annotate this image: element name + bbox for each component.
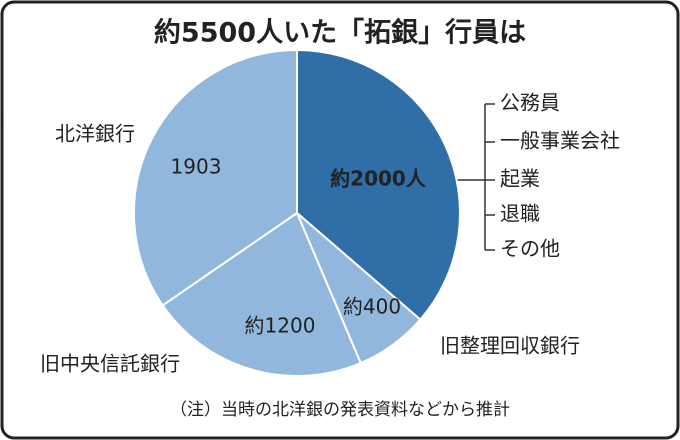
pie-slice <box>296 48 461 322</box>
data-label: 約1200 <box>245 314 316 338</box>
category-label: 北洋銀行 <box>55 122 135 146</box>
category-label: 旧整理回収銀行 <box>440 334 580 358</box>
breakdown-label: 一般事業会社 <box>500 129 620 153</box>
breakdown-label: その他 <box>500 237 560 261</box>
pie-slice <box>161 211 362 377</box>
data-label: 1903 <box>171 155 222 179</box>
pie <box>133 48 461 377</box>
data-label: 約400 <box>343 295 401 319</box>
category-label: 旧中央信託銀行 <box>40 352 180 376</box>
breakdown-label: 起業 <box>500 167 540 191</box>
breakdown-label: 退職 <box>500 202 540 226</box>
data-label: 約2000人 <box>330 167 427 191</box>
pie-slice <box>133 48 298 307</box>
breakdown-label: 公務員 <box>500 91 560 115</box>
note: （注）当時の北洋銀の発表資料などから推計 <box>170 400 510 420</box>
chart-title: 約5500人いた「拓銀」行員は <box>154 17 526 49</box>
